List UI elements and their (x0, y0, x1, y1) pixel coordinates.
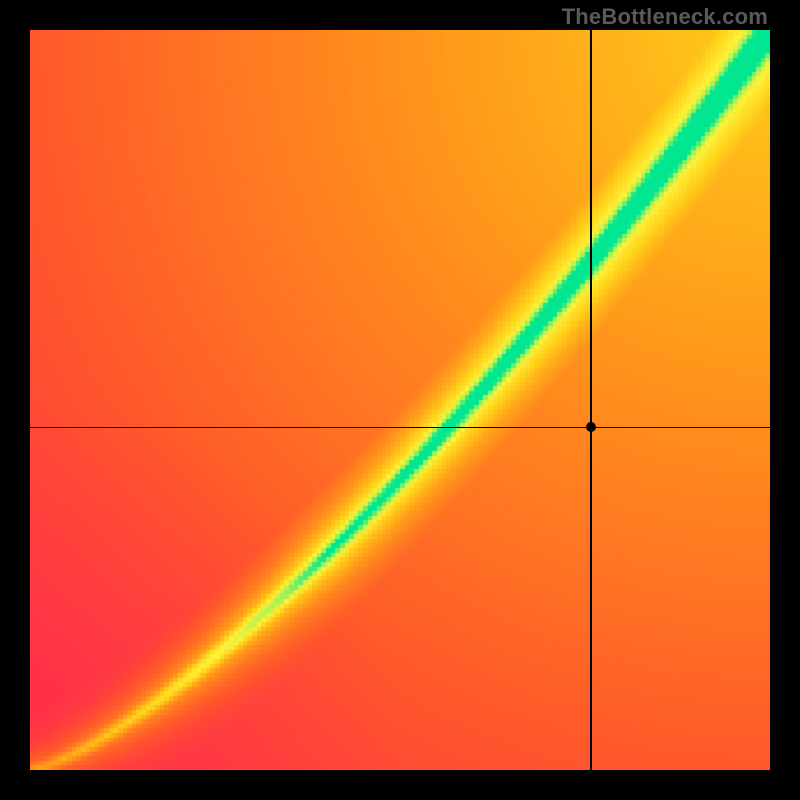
crosshair-marker (586, 422, 596, 432)
crosshair-vertical (590, 30, 592, 770)
crosshair-horizontal (30, 427, 770, 429)
heatmap-canvas (30, 30, 770, 770)
figure-root: TheBottleneck.com (0, 0, 800, 800)
watermark-text: TheBottleneck.com (562, 4, 768, 30)
heatmap-plot (30, 30, 770, 770)
